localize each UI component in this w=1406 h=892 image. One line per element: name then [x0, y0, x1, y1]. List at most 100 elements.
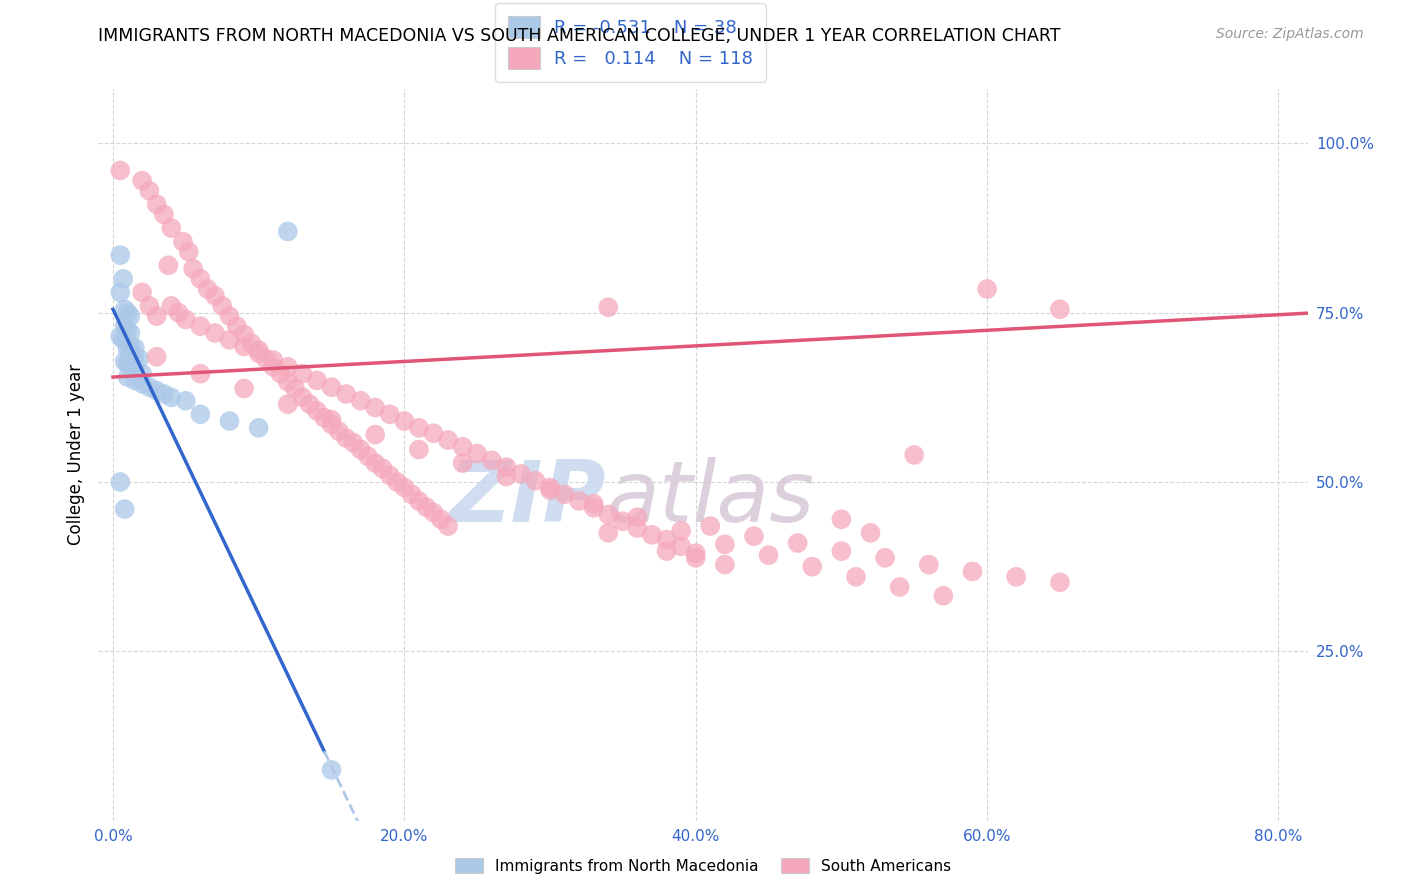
- Point: [932, 589, 955, 603]
- Point: [582, 500, 605, 515]
- Point: [291, 390, 314, 404]
- Point: [218, 309, 240, 323]
- Point: [408, 442, 430, 457]
- Point: [321, 413, 343, 427]
- Point: [197, 282, 219, 296]
- Point: [328, 424, 350, 438]
- Point: [114, 354, 136, 368]
- Point: [145, 350, 167, 364]
- Point: [204, 326, 226, 340]
- Point: [190, 407, 212, 421]
- Point: [378, 407, 401, 421]
- Point: [174, 312, 197, 326]
- Point: [247, 343, 270, 357]
- Point: [233, 340, 256, 354]
- Point: [830, 512, 852, 526]
- Text: Source: ZipAtlas.com: Source: ZipAtlas.com: [1216, 27, 1364, 41]
- Point: [669, 524, 692, 538]
- Point: [903, 448, 925, 462]
- Point: [291, 367, 314, 381]
- Point: [685, 546, 707, 560]
- Point: [153, 387, 176, 401]
- Point: [859, 525, 882, 540]
- Point: [117, 356, 139, 371]
- Point: [394, 480, 416, 494]
- Point: [714, 537, 737, 551]
- Point: [669, 539, 692, 553]
- Point: [408, 494, 430, 508]
- Point: [262, 353, 284, 368]
- Point: [429, 512, 451, 526]
- Point: [538, 480, 561, 494]
- Point: [394, 414, 416, 428]
- Point: [699, 519, 721, 533]
- Point: [247, 421, 270, 435]
- Point: [335, 387, 357, 401]
- Point: [465, 446, 488, 460]
- Point: [415, 500, 437, 514]
- Point: [160, 390, 183, 404]
- Point: [233, 382, 256, 396]
- Point: [110, 163, 132, 178]
- Point: [481, 453, 503, 467]
- Point: [305, 373, 328, 387]
- Point: [128, 351, 150, 366]
- Point: [889, 580, 911, 594]
- Point: [524, 474, 547, 488]
- Point: [153, 207, 176, 221]
- Point: [298, 397, 321, 411]
- Point: [714, 558, 737, 572]
- Point: [335, 431, 357, 445]
- Point: [174, 393, 197, 408]
- Point: [582, 497, 605, 511]
- Point: [385, 475, 408, 489]
- Point: [598, 508, 620, 522]
- Point: [845, 570, 868, 584]
- Point: [114, 502, 136, 516]
- Point: [437, 519, 460, 533]
- Point: [157, 258, 180, 272]
- Point: [321, 763, 343, 777]
- Point: [120, 359, 142, 374]
- Point: [598, 300, 620, 314]
- Point: [190, 367, 212, 381]
- Point: [124, 373, 146, 387]
- Point: [378, 468, 401, 483]
- Point: [422, 506, 444, 520]
- Point: [145, 309, 167, 323]
- Point: [305, 404, 328, 418]
- Point: [211, 299, 233, 313]
- Point: [451, 456, 474, 470]
- Point: [131, 367, 153, 381]
- Point: [495, 460, 517, 475]
- Point: [124, 341, 146, 355]
- Point: [145, 384, 167, 398]
- Point: [1005, 570, 1028, 584]
- Point: [342, 435, 364, 450]
- Point: [350, 393, 373, 408]
- Point: [167, 306, 190, 320]
- Point: [120, 326, 142, 340]
- Text: ZIP: ZIP: [449, 458, 606, 541]
- Point: [131, 376, 153, 391]
- Point: [112, 333, 135, 347]
- Point: [1049, 575, 1071, 590]
- Point: [321, 417, 343, 432]
- Point: [598, 525, 620, 540]
- Point: [554, 487, 576, 501]
- Point: [233, 327, 256, 342]
- Point: [160, 299, 183, 313]
- Point: [160, 221, 183, 235]
- Point: [110, 475, 132, 489]
- Point: [284, 382, 307, 396]
- Point: [247, 346, 270, 360]
- Point: [117, 370, 139, 384]
- Point: [270, 367, 292, 381]
- Point: [357, 450, 380, 464]
- Point: [131, 285, 153, 300]
- Point: [172, 235, 194, 249]
- Point: [626, 521, 648, 535]
- Point: [112, 272, 135, 286]
- Point: [120, 309, 142, 323]
- Point: [437, 433, 460, 447]
